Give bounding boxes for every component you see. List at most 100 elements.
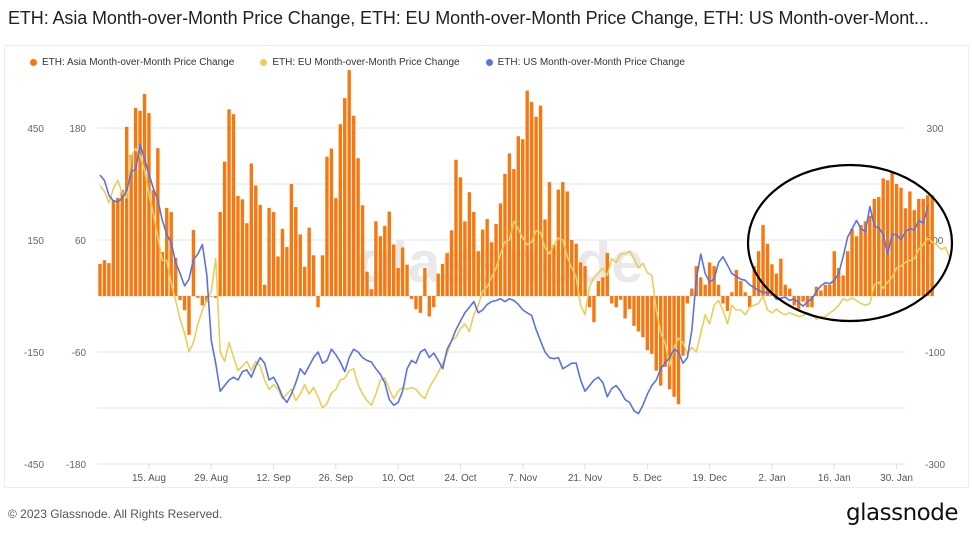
highlight-ellipse xyxy=(746,163,954,323)
asia-bar xyxy=(240,199,245,296)
asia-bar xyxy=(392,244,396,296)
asia-bar xyxy=(454,159,458,296)
asia-bar xyxy=(325,156,329,296)
asia-bar xyxy=(761,225,765,296)
asia-bar xyxy=(627,296,632,310)
y-tick-label-left_outer: -150 xyxy=(24,348,44,359)
y-tick-label-right: -300 xyxy=(925,460,945,471)
asia-bar xyxy=(298,234,302,296)
asia-bar xyxy=(534,116,538,296)
asia-bar xyxy=(98,263,102,296)
asia-bar xyxy=(374,221,378,296)
asia-bar xyxy=(365,271,369,296)
asia-bar xyxy=(516,136,520,296)
asia-bar xyxy=(334,198,338,296)
asia-bar xyxy=(801,296,805,302)
asia-bar xyxy=(267,207,271,296)
x-tick-label: 30. Jan xyxy=(880,473,913,484)
asia-bar xyxy=(494,223,498,296)
asia-bar xyxy=(507,153,512,296)
asia-bar xyxy=(427,296,431,317)
legend-item-us[interactable]: ETH: US Month-over-Month Price Change xyxy=(485,57,685,68)
copyright: © 2023 Glassnode. All Rights Reserved. xyxy=(8,507,223,521)
asia-bar xyxy=(841,275,845,296)
asia-bar xyxy=(917,198,921,296)
asia-bar xyxy=(182,296,187,311)
asia-bar xyxy=(823,284,828,296)
asia-bar xyxy=(783,284,787,296)
asia-bar xyxy=(872,198,876,296)
asia-bar xyxy=(472,212,476,296)
asia-bar xyxy=(187,296,191,335)
asia-bar xyxy=(476,251,480,296)
asia-bar xyxy=(120,189,124,296)
asia-bar xyxy=(458,177,463,296)
asia-bar xyxy=(676,296,681,405)
asia-bar xyxy=(351,115,356,297)
asia-bar xyxy=(320,255,325,296)
y-tick-label-left_inner: 60 xyxy=(75,236,87,247)
asia-bar xyxy=(574,243,578,296)
x-tick-label: 5. Dec xyxy=(633,473,662,484)
asia-bar xyxy=(565,191,569,296)
asia-bar xyxy=(138,110,142,297)
asia-bar xyxy=(650,296,654,354)
asia-bar xyxy=(249,163,253,296)
y-tick-label-left_inner: -180 xyxy=(66,460,86,471)
asia-bar xyxy=(854,236,859,296)
asia-bar xyxy=(405,264,409,296)
asia-bar xyxy=(147,113,151,296)
asia-bar xyxy=(756,251,761,296)
asia-bar xyxy=(752,266,756,296)
asia-bar xyxy=(788,288,792,296)
asia-bar xyxy=(329,148,334,296)
asia-bar xyxy=(418,296,423,313)
asia-bar xyxy=(125,126,129,296)
asia-bar xyxy=(859,225,863,296)
asia-bar xyxy=(151,189,156,296)
asia-bar xyxy=(196,296,200,298)
asia-bar xyxy=(338,124,342,297)
asia-bar xyxy=(810,296,814,308)
asia-bar xyxy=(227,109,231,296)
x-tick-label: 10. Oct xyxy=(382,473,414,484)
asia-bar xyxy=(792,296,796,306)
asia-bar xyxy=(592,296,596,323)
asia-bar xyxy=(721,296,725,304)
asia-bar xyxy=(525,90,529,297)
asia-bar xyxy=(739,281,743,296)
asia-bar xyxy=(245,223,249,296)
asia-bar xyxy=(169,212,173,296)
asia-bar xyxy=(632,296,636,326)
y-tick-label-left_outer: -450 xyxy=(24,460,44,471)
asia-bar xyxy=(712,266,716,296)
asia-bar xyxy=(289,184,294,296)
asia-bar xyxy=(222,161,227,296)
glassnode-logo[interactable]: glassnode xyxy=(846,500,958,526)
x-tick-label: 16. Jan xyxy=(818,473,851,484)
asia-bar xyxy=(529,101,534,296)
asia-bar xyxy=(685,296,690,304)
asia-bar xyxy=(587,296,592,308)
legend-item-asia[interactable]: ETH: Asia Month-over-Month Price Change xyxy=(30,57,234,68)
asia-bar xyxy=(489,242,494,296)
legend-item-eu[interactable]: ETH: EU Month-over-Month Price Change xyxy=(260,57,460,68)
asia-bar xyxy=(436,273,440,296)
asia-bar xyxy=(538,105,543,296)
asia-bar xyxy=(276,256,280,296)
asia-bar xyxy=(716,284,721,296)
asia-bar xyxy=(160,251,164,296)
asia-bar xyxy=(258,204,262,296)
asia-bar xyxy=(236,195,240,296)
asia-bar xyxy=(610,296,614,304)
asia-bar xyxy=(641,296,645,338)
asia-bar xyxy=(659,296,663,386)
asia-bar xyxy=(463,221,467,296)
asia-bar xyxy=(543,219,547,296)
asia-bar xyxy=(271,212,276,296)
asia-bar xyxy=(832,251,836,296)
asia-bar xyxy=(863,221,868,296)
asia-bar xyxy=(467,192,472,296)
asia-bar xyxy=(205,296,209,302)
